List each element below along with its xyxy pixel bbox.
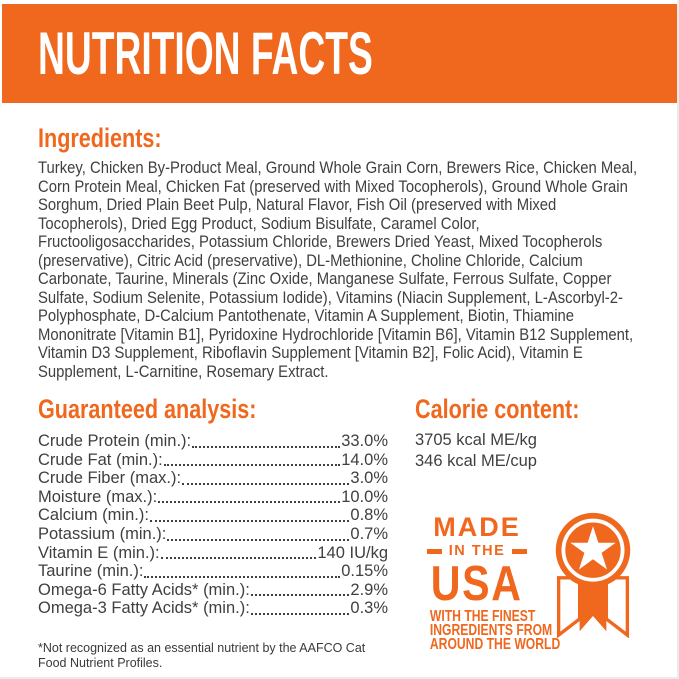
calorie-content-heading: Calorie content: [415, 394, 580, 424]
calorie-kg-value: 3705 kcal ME/kg [415, 431, 537, 449]
dot-leader [158, 501, 341, 504]
star-icon [570, 526, 616, 570]
row-value: 0.7% [350, 524, 388, 543]
row-label: Moisture (max.): [38, 487, 158, 506]
ribbon-right-tail [604, 576, 630, 638]
table-row: Omega-3 Fatty Acids* (min.): 0.3% [38, 599, 388, 618]
tagline-line: AROUND THE WORLD [429, 635, 561, 653]
calorie-cup-value: 346 kcal ME/cup [415, 452, 537, 470]
dot-leader [167, 538, 350, 541]
table-row: Moisture (max.): 10.0% [38, 488, 388, 507]
row-label: Vitamin E (min.): [38, 543, 160, 562]
guaranteed-analysis-section: Guaranteed analysis: Crude Protein (min.… [38, 395, 388, 672]
dot-leader [250, 594, 350, 597]
lower-columns: Guaranteed analysis: Crude Protein (min.… [38, 395, 637, 672]
row-value: 0.3% [350, 599, 388, 618]
ingredients-heading: Ingredients: [38, 123, 162, 153]
row-value: 3.0% [350, 469, 388, 488]
ingredients-section: Ingredients: Turkey, Chicken By-Product … [38, 124, 637, 381]
dash-right-icon [512, 548, 528, 554]
dot-leader [250, 612, 350, 615]
dot-leader [163, 464, 341, 467]
guaranteed-analysis-heading: Guaranteed analysis: [38, 394, 257, 424]
table-row: Calcium (min.): 0.8% [38, 506, 388, 525]
row-label: Calcium (min.): [38, 506, 149, 525]
dash-left-icon [426, 548, 442, 554]
row-label: Crude Fat (min.): [38, 450, 163, 469]
calorie-content-values: 3705 kcal ME/kg 346 kcal ME/cup [415, 430, 637, 472]
table-row: Potassium (min.): 0.7% [38, 525, 388, 544]
dot-leader [144, 575, 341, 578]
usa-tagline: WITH THE FINEST INGREDIENTS FROM AROUND … [429, 608, 561, 653]
dot-leader [160, 557, 317, 560]
star-medal-ribbon-icon [555, 512, 631, 638]
in-the-word: IN THE [448, 543, 506, 559]
ribbon-left-tail [556, 576, 582, 638]
dot-leader [149, 519, 350, 522]
made-word: MADE [433, 512, 521, 542]
row-value: 33.0% [341, 432, 388, 450]
in-the-row: IN THE [415, 543, 539, 559]
table-row: Omega-6 Fatty Acids* (min.): 2.9% [38, 581, 388, 600]
row-value: 0.15% [341, 562, 388, 581]
row-label: Omega-6 Fatty Acids* (min.): [38, 580, 250, 599]
row-value: 2.9% [350, 580, 388, 599]
medal-ring [561, 518, 625, 582]
ingredients-text: Turkey, Chicken By-Product Meal, Ground … [38, 159, 638, 381]
row-label: Potassium (min.): [38, 524, 167, 543]
tagline-line: WITH THE FINEST [429, 608, 536, 625]
label-body: Ingredients: Turkey, Chicken By-Product … [0, 124, 677, 672]
dot-leader [192, 445, 341, 448]
ribbon-center-band [579, 577, 607, 632]
table-row: Vitamin E (min.): 140 IU/kg [38, 544, 388, 563]
usa-word: USA [431, 557, 523, 611]
header-bar: NUTRITION FACTS [2, 4, 677, 103]
table-row: Crude Protein (min.): 33.0% [38, 432, 388, 451]
row-label: Taurine (min.): [38, 562, 144, 581]
page-title: NUTRITION FACTS [38, 19, 373, 87]
aafco-footnote: *Not recognized as an essential nutrient… [38, 640, 366, 671]
guaranteed-analysis-table: Crude Protein (min.): 33.0% Crude Fat (m… [38, 432, 388, 618]
row-label: Crude Protein (min.): [38, 432, 192, 450]
row-label: Omega-3 Fatty Acids* (min.): [38, 599, 250, 618]
table-row: Crude Fat (min.): 14.0% [38, 451, 388, 470]
dot-leader [182, 482, 350, 485]
row-value: 10.0% [341, 487, 388, 506]
made-in-usa-text: MADE IN THE USA WITH THE FINEST INGREDIE… [415, 508, 561, 653]
row-value: 140 IU/kg [317, 543, 388, 562]
row-value: 0.8% [350, 506, 388, 525]
right-column: Calorie content: 3705 kcal ME/kg 346 kca… [388, 394, 637, 653]
row-value: 14.0% [341, 450, 388, 469]
tagline-line: INGREDIENTS FROM [429, 621, 553, 639]
table-row: Taurine (min.): 0.15% [38, 562, 388, 581]
table-row: Crude Fiber (max.): 3.0% [38, 469, 388, 488]
row-label: Crude Fiber (max.): [38, 469, 182, 488]
made-in-usa-badge: MADE IN THE USA WITH THE FINEST INGREDIE… [415, 508, 637, 653]
